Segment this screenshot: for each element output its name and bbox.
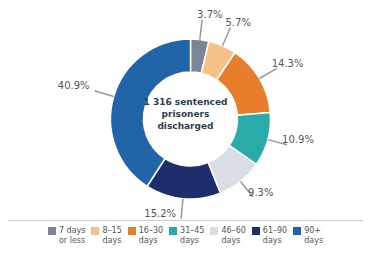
svg-text:10.9%: 10.9%: [282, 134, 314, 145]
html-text:61–90: 61–90: [262, 226, 288, 235]
html-text:31–45: 31–45: [180, 226, 205, 235]
svg-text:14.3%: 14.3%: [272, 58, 304, 69]
html-text:days: days: [221, 236, 241, 245]
html-text:1 316 sentenced: 1 316 sentenced: [143, 97, 228, 107]
html-text:8–15: 8–15: [102, 226, 122, 235]
svg-text:5.7%: 5.7%: [226, 17, 251, 28]
svg-text:3.7%: 3.7%: [197, 9, 222, 20]
html-text:or less: or less: [58, 236, 86, 245]
svg-text:40.9%: 40.9%: [58, 80, 90, 91]
html-text:prisoners: prisoners: [161, 109, 210, 119]
html-text:days: days: [262, 236, 282, 245]
html-text:90+: 90+: [304, 226, 322, 235]
svg-text:9.3%: 9.3%: [248, 187, 273, 198]
html-text:46–60: 46–60: [221, 226, 246, 235]
svg-text:15.2%: 15.2%: [144, 208, 176, 219]
html-text:days: days: [304, 236, 324, 245]
html-text:days: days: [102, 236, 122, 245]
html-text:days: days: [180, 236, 199, 245]
html-text:16–30: 16–30: [138, 226, 164, 235]
html-text:7 days: 7 days: [58, 226, 86, 235]
html-text:discharged: discharged: [157, 121, 214, 131]
html-text:days: days: [138, 236, 158, 245]
